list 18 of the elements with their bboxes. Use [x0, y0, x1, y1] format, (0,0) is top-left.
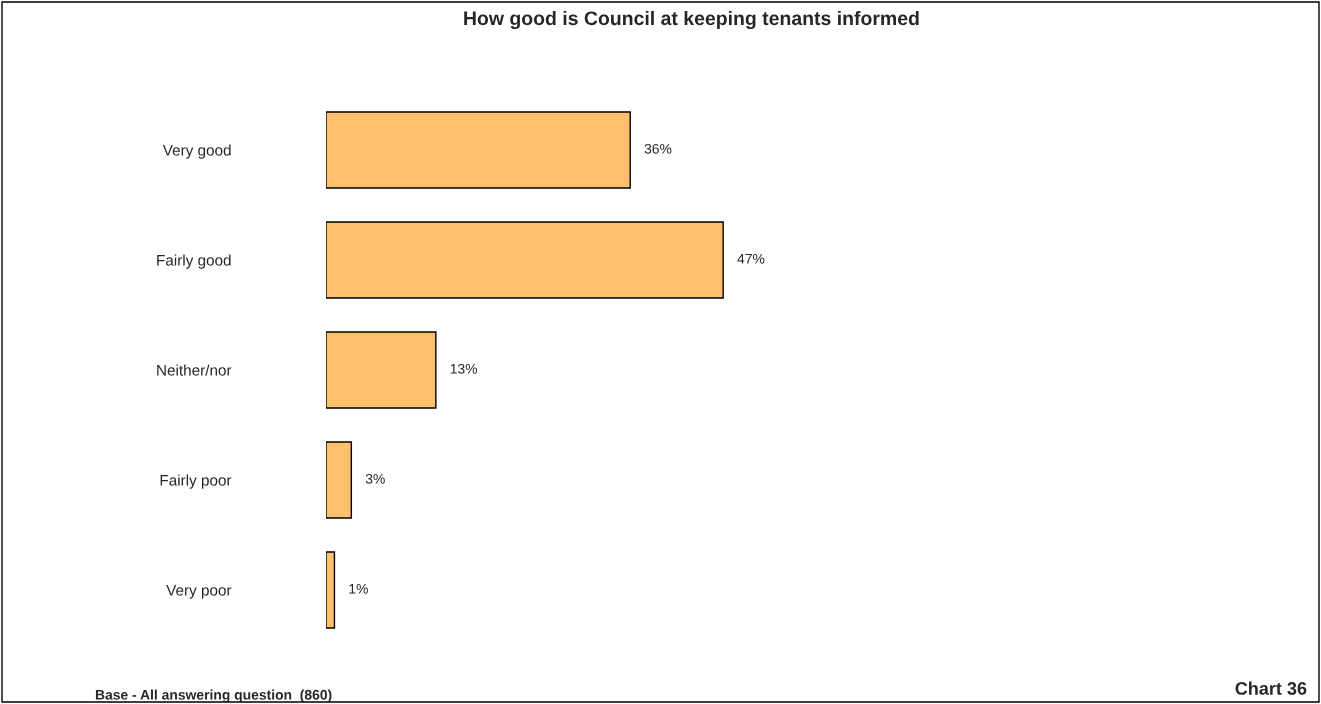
y-tick-label: Very poor [166, 585, 232, 599]
data-label: 47% [737, 253, 765, 264]
bar [326, 111, 631, 189]
y-tick-label: Very good [162, 144, 231, 159]
y-tick-label: Fairly good [157, 254, 231, 269]
data-label: 1% [349, 583, 368, 594]
data-label: 3% [365, 473, 385, 484]
bar [326, 441, 353, 519]
data-label: 13% [450, 363, 478, 374]
chart-title: How good is Council at keeping tenants informed [464, 10, 919, 30]
y-tick-label: Fairly poor [160, 474, 232, 489]
bar [326, 331, 437, 409]
y-tick-label: Neither/nor [157, 364, 232, 376]
bar [326, 551, 336, 629]
data-label: 36% [644, 143, 672, 154]
caption: Chart 36 [1235, 681, 1307, 695]
bar [326, 221, 724, 299]
text: Base - All answering question (860) [95, 689, 332, 703]
